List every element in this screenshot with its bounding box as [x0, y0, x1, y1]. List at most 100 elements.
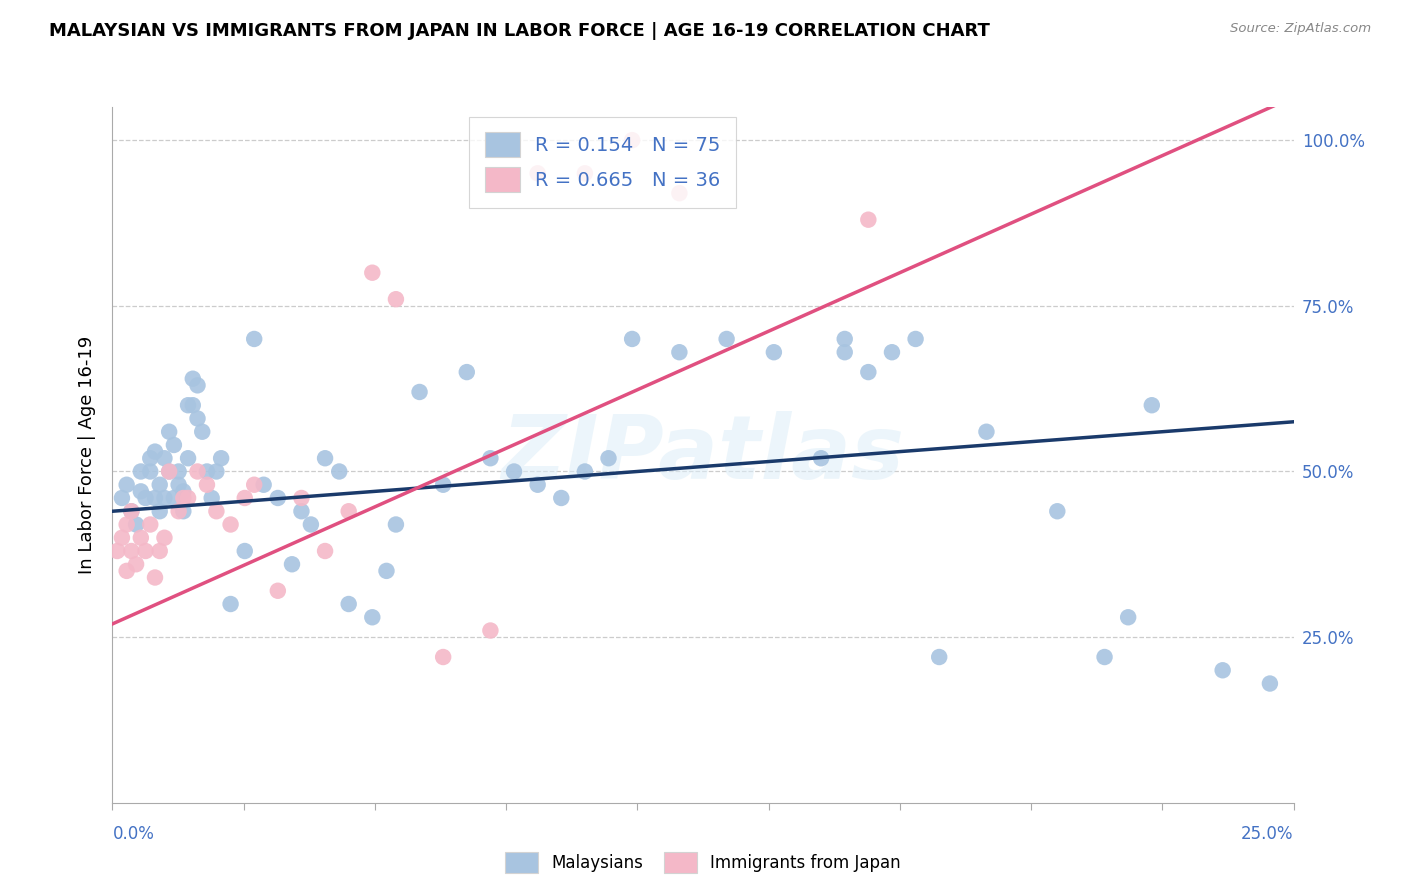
Text: ZIPatlas: ZIPatlas — [502, 411, 904, 499]
Point — [205, 504, 228, 518]
Point — [120, 544, 142, 558]
Point — [1258, 676, 1281, 690]
Point — [157, 425, 180, 439]
Point — [880, 345, 903, 359]
Point — [432, 650, 454, 665]
Point — [195, 477, 218, 491]
Point — [191, 425, 214, 439]
Point — [167, 477, 190, 491]
Point — [120, 504, 142, 518]
Point — [181, 372, 204, 386]
Point — [299, 517, 322, 532]
Text: 0.0%: 0.0% — [112, 825, 155, 843]
Point — [432, 477, 454, 491]
Point — [143, 570, 166, 584]
Point — [186, 465, 208, 479]
Point — [163, 438, 186, 452]
Point — [668, 186, 690, 201]
Point — [267, 583, 290, 598]
Point — [201, 491, 224, 505]
Point — [139, 451, 162, 466]
Point — [928, 650, 950, 665]
Point — [153, 531, 176, 545]
Point — [115, 564, 138, 578]
Point — [574, 166, 596, 180]
Point — [834, 332, 856, 346]
Point — [111, 531, 134, 545]
Point — [129, 484, 152, 499]
Point — [574, 465, 596, 479]
Point — [120, 504, 142, 518]
Point — [361, 610, 384, 624]
Point — [143, 444, 166, 458]
Point — [153, 491, 176, 505]
Point — [1212, 663, 1234, 677]
Point — [167, 504, 190, 518]
Point — [163, 491, 186, 505]
Point — [149, 477, 172, 491]
Point — [314, 544, 336, 558]
Point — [503, 465, 526, 479]
Point — [181, 398, 204, 412]
Point — [762, 345, 785, 359]
Point — [834, 345, 856, 359]
Point — [621, 133, 644, 147]
Point — [328, 465, 350, 479]
Point — [125, 558, 148, 572]
Point — [337, 504, 360, 518]
Text: Source: ZipAtlas.com: Source: ZipAtlas.com — [1230, 22, 1371, 36]
Point — [219, 597, 242, 611]
Point — [115, 477, 138, 491]
Point — [290, 504, 312, 518]
Text: MALAYSIAN VS IMMIGRANTS FROM JAPAN IN LABOR FORCE | AGE 16-19 CORRELATION CHART: MALAYSIAN VS IMMIGRANTS FROM JAPAN IN LA… — [49, 22, 990, 40]
Point — [177, 491, 200, 505]
Point — [385, 517, 408, 532]
Point — [186, 411, 208, 425]
Point — [668, 345, 690, 359]
Point — [186, 378, 208, 392]
Point — [1116, 610, 1139, 624]
Y-axis label: In Labor Force | Age 16-19: In Labor Force | Age 16-19 — [77, 335, 96, 574]
Point — [314, 451, 336, 466]
Point — [135, 491, 157, 505]
Point — [526, 477, 548, 491]
Point — [598, 451, 620, 466]
Point — [129, 531, 152, 545]
Point — [375, 564, 398, 578]
Point — [408, 384, 430, 399]
Point — [976, 425, 998, 439]
Point — [550, 491, 572, 505]
Point — [858, 212, 880, 227]
Point — [233, 491, 256, 505]
Point — [716, 332, 738, 346]
Point — [149, 544, 172, 558]
Point — [115, 517, 138, 532]
Point — [205, 465, 228, 479]
Point — [177, 451, 200, 466]
Point — [149, 504, 172, 518]
Point — [858, 365, 880, 379]
Point — [153, 451, 176, 466]
Point — [1046, 504, 1069, 518]
Point — [243, 477, 266, 491]
Point — [281, 558, 304, 572]
Point — [105, 544, 128, 558]
Point — [195, 465, 218, 479]
Point — [479, 624, 502, 638]
Point — [526, 166, 548, 180]
Point — [172, 504, 194, 518]
Point — [810, 451, 832, 466]
Point — [385, 292, 408, 306]
Point — [125, 517, 148, 532]
Legend: R = 0.154   N = 75, R = 0.665   N = 36: R = 0.154 N = 75, R = 0.665 N = 36 — [470, 117, 737, 208]
Point — [337, 597, 360, 611]
Point — [157, 465, 180, 479]
Point — [361, 266, 384, 280]
Point — [111, 491, 134, 505]
Point — [172, 491, 194, 505]
Point — [479, 451, 502, 466]
Point — [135, 544, 157, 558]
Point — [253, 477, 276, 491]
Point — [243, 332, 266, 346]
Point — [1140, 398, 1163, 412]
